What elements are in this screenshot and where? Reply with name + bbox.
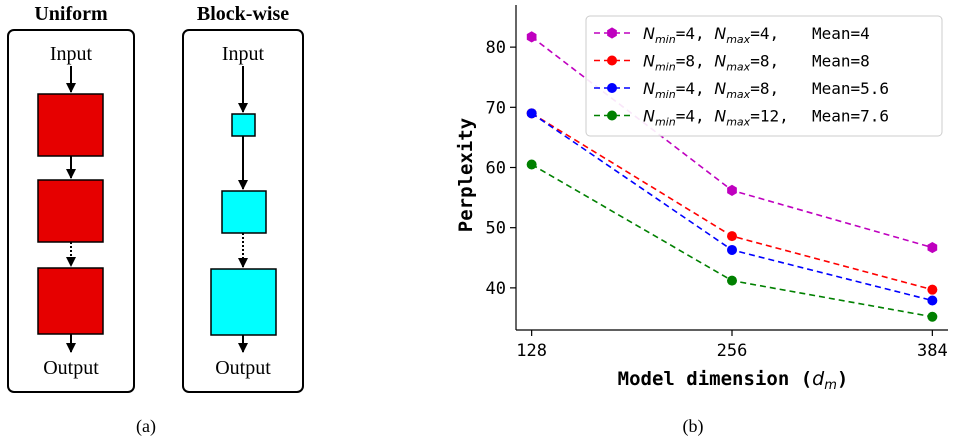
series-layer — [526, 31, 938, 322]
series-4 — [526, 159, 938, 322]
uniform-block-1 — [37, 93, 104, 157]
data-point — [727, 275, 737, 286]
legend-frame — [585, 15, 943, 137]
legend-swatch-marker — [607, 55, 617, 66]
perplexity-chart: 40 50 60 70 80 128 256 384 Perplexity Model di… — [455, 5, 948, 437]
data-point — [927, 284, 938, 295]
x-axis-label-suffix: ) — [837, 368, 848, 390]
uniform-frame — [7, 29, 135, 393]
legend-entry: Nmin=4, Nmax=4, Mean=4 — [594, 24, 870, 46]
series-line — [531, 112, 933, 302]
y-tick-label: 70 — [486, 98, 506, 118]
y-ticks: 40 50 60 70 80 — [486, 38, 516, 299]
x-axis-label-sub: m — [824, 378, 837, 393]
y-tick-label: 60 — [486, 159, 506, 179]
x-axis-label-var: d — [812, 368, 825, 390]
blockwise-output-label: Output — [215, 357, 271, 379]
blockwise-input-label: Input — [222, 43, 265, 65]
data-point — [927, 295, 938, 306]
data-point — [727, 184, 737, 196]
uniform-output-label: Output — [43, 357, 99, 379]
panel-a-diagram: Uniform Input Output Block-wise Input Ou… — [7, 3, 304, 437]
y-axis-label: Perplexity — [455, 118, 477, 232]
x-tick-label: 384 — [917, 341, 948, 361]
legend-swatch-marker — [607, 110, 617, 121]
x-ticks: 128 256 384 — [516, 330, 948, 361]
legend-label: Nmin=4, Nmax=8, Mean=5.6 — [643, 79, 889, 101]
blockwise-frame — [182, 29, 304, 393]
legend-entry: Nmin=4, Nmax=12, Mean=7.6 — [594, 107, 889, 129]
uniform-block-3 — [37, 267, 104, 335]
legend-swatch-marker — [607, 83, 617, 93]
caption-b: (b) — [683, 416, 704, 437]
caption-a: (a) — [136, 416, 156, 437]
legend-label: Nmin=4, Nmax=12, Mean=7.6 — [643, 107, 889, 129]
y-tick-label: 40 — [486, 279, 506, 299]
x-axis-label: Model dimension (dm) — [618, 368, 849, 393]
legend: Nmin=4, Nmax=4, Mean=4 Nmin=8, Nmax=8, Mean… — [585, 15, 943, 137]
y-tick-label: 50 — [486, 219, 506, 239]
data-point — [526, 108, 537, 119]
x-tick-label: 128 — [516, 341, 547, 361]
uniform-input-label: Input — [50, 43, 93, 65]
blockwise-title: Block-wise — [197, 3, 289, 25]
legend-entry: Nmin=8, Nmax=8, Mean=8 — [594, 52, 870, 74]
legend-label: Nmin=8, Nmax=8, Mean=8 — [643, 52, 870, 74]
data-point — [526, 31, 537, 43]
uniform-block-2 — [37, 179, 104, 243]
series-3 — [526, 108, 938, 306]
x-axis-label-prefix: Model dimension ( — [618, 368, 812, 390]
y-tick-label: 80 — [486, 38, 506, 58]
data-point — [526, 159, 537, 170]
data-point — [927, 311, 938, 322]
series-line — [531, 112, 933, 291]
blockwise-block-1 — [231, 113, 256, 137]
blockwise-block-2 — [221, 190, 267, 234]
x-tick-label: 256 — [717, 341, 748, 361]
legend-entry: Nmin=4, Nmax=8, Mean=5.6 — [594, 79, 889, 101]
legend-swatch-marker — [607, 27, 617, 39]
uniform-title: Uniform — [34, 3, 108, 25]
blockwise-block-3 — [210, 268, 277, 336]
data-point — [727, 244, 737, 255]
data-point — [727, 231, 737, 242]
data-point — [927, 241, 938, 254]
legend-label: Nmin=4, Nmax=4, Mean=4 — [643, 24, 870, 46]
